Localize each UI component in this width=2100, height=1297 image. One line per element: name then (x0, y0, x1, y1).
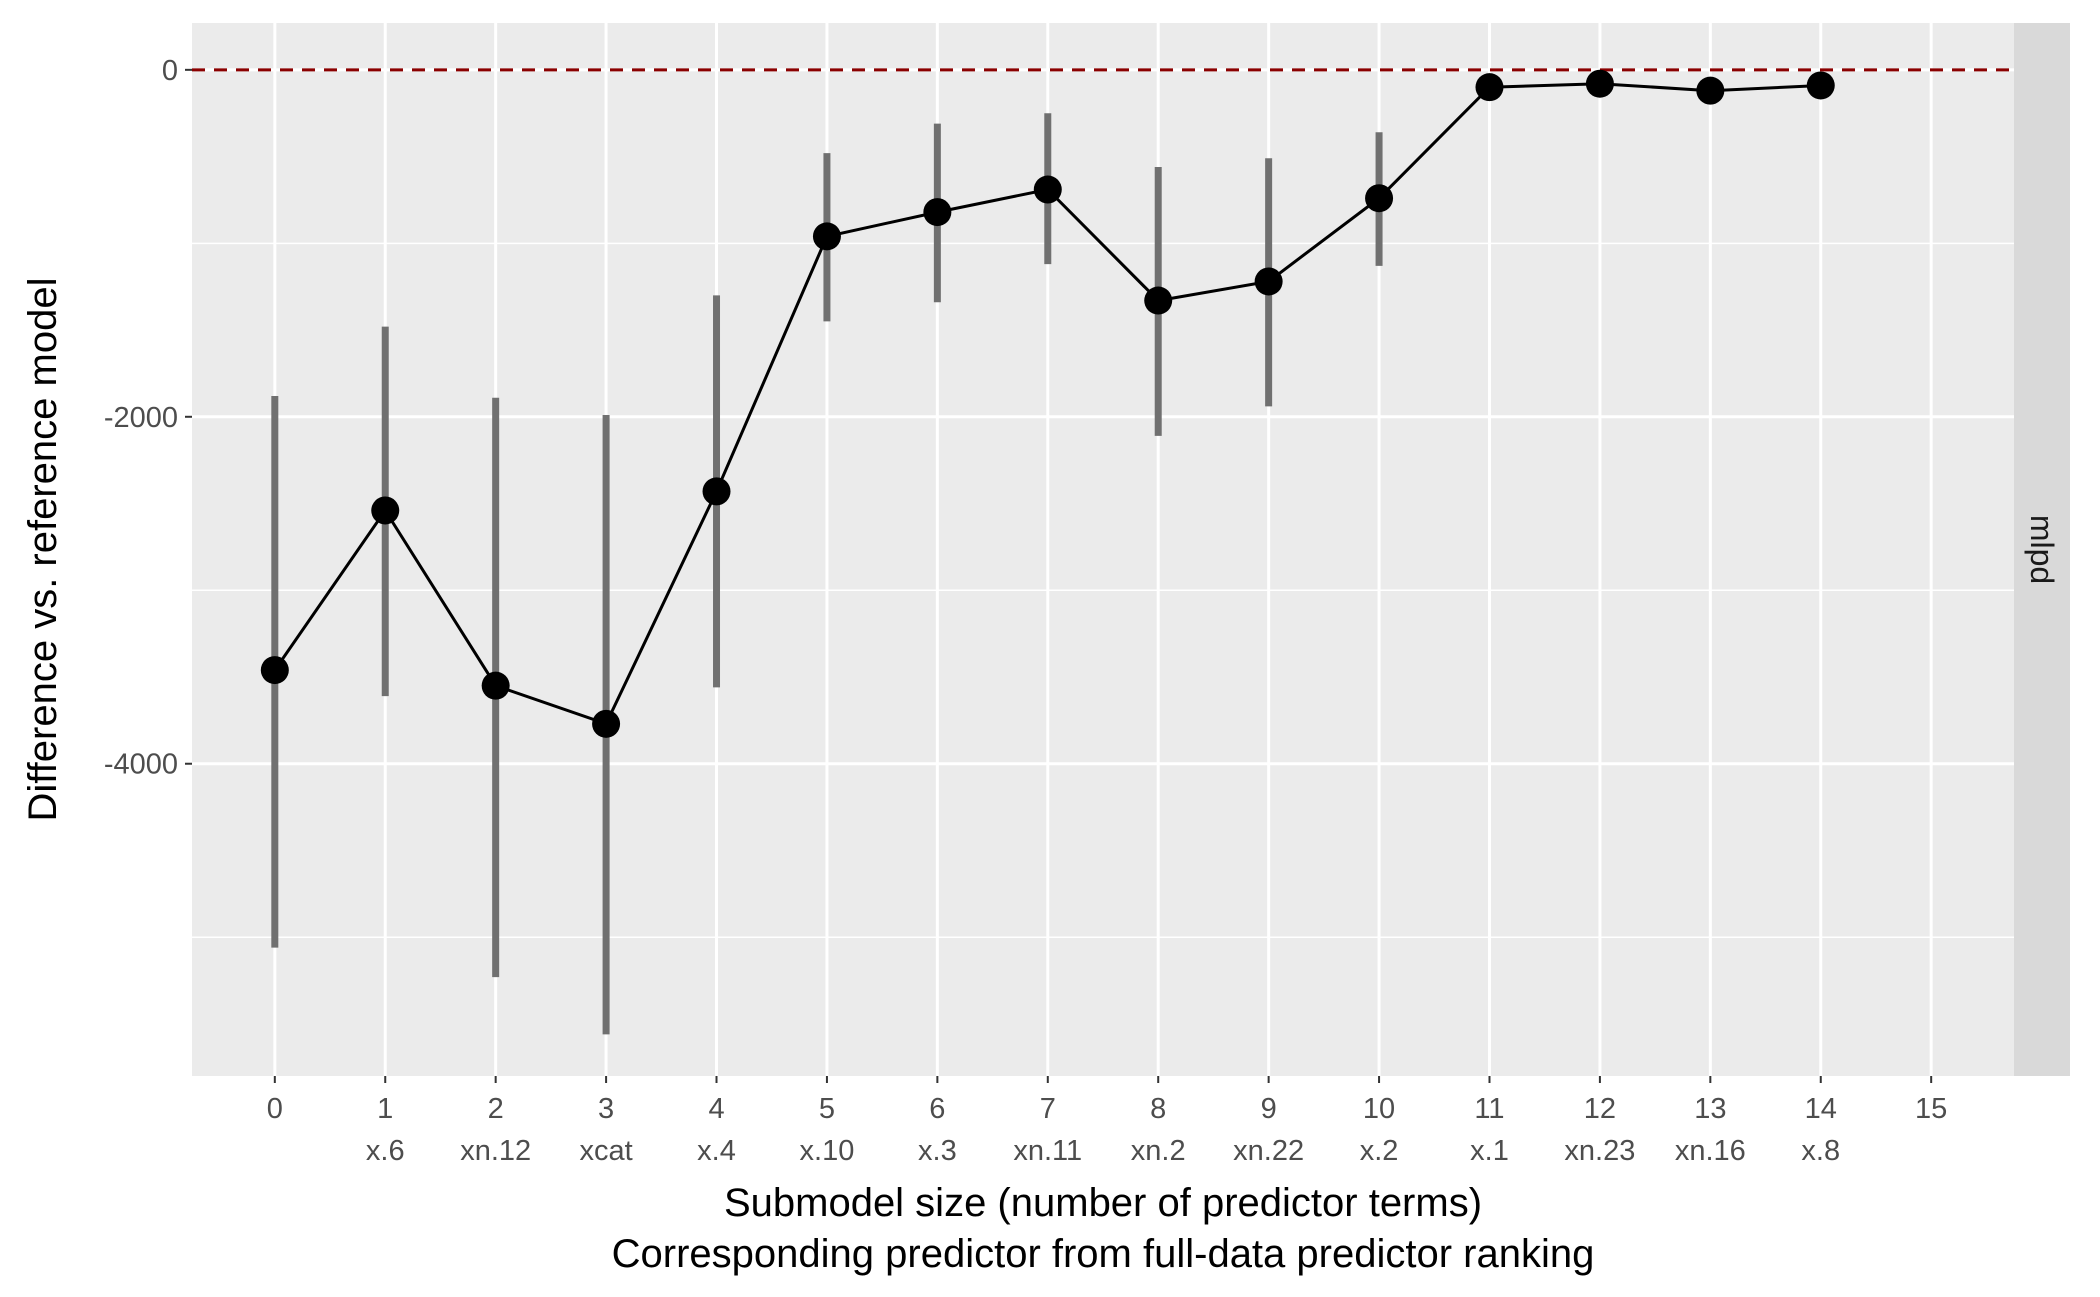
data-point (702, 477, 731, 506)
x-predictor-label: xn.11 (1013, 1135, 1082, 1167)
y-axis-title: Difference vs. reference model (21, 278, 65, 822)
x-tick-label: 1 (377, 1093, 393, 1125)
data-point (371, 496, 400, 525)
x-tick-label: 8 (1150, 1093, 1166, 1125)
data-point (1365, 184, 1394, 213)
x-axis-ticks: 0 1 x.6 2 xn.12 3 xcat 4 x.4 5 x.10 6 x.3 7 xn.11 8 xn.2… (267, 1076, 1947, 1167)
x-tick-label: 10 (1363, 1093, 1395, 1125)
x-axis-title: Submodel size (number of predictor terms… (724, 1181, 1482, 1225)
x-tick-label: 4 (708, 1093, 724, 1125)
data-point (1475, 73, 1504, 102)
x-predictor-label: x.3 (918, 1135, 957, 1167)
x-predictor-label: x.4 (697, 1135, 736, 1167)
data-point (1806, 71, 1835, 100)
facet-strip-label: mlpd (2024, 515, 2060, 584)
x-tick-label: 0 (267, 1093, 283, 1125)
data-point (1254, 267, 1283, 296)
facet-strip (2014, 23, 2070, 1076)
x-tick-label: 15 (1915, 1093, 1947, 1125)
x-predictor-label: xcat (579, 1135, 632, 1167)
x-predictor-label: x.10 (800, 1135, 855, 1167)
x-predictor-label: xn.16 (1675, 1135, 1746, 1167)
x-predictor-label: x.6 (366, 1135, 405, 1167)
y-axis-ticks: 0 -2000 -4000 (104, 55, 192, 781)
x-predictor-label: xn.2 (1131, 1135, 1186, 1167)
x-tick-label: 11 (1474, 1093, 1504, 1125)
data-point (812, 222, 841, 251)
x-predictor-label: x.8 (1801, 1135, 1840, 1167)
x-tick-label: 6 (929, 1093, 945, 1125)
data-point (923, 198, 952, 227)
data-point (1033, 175, 1062, 204)
data-point (1696, 76, 1725, 105)
x-tick-label: 13 (1694, 1093, 1726, 1125)
x-tick-label: 5 (819, 1093, 835, 1125)
data-point (481, 671, 510, 700)
x-tick-label: 2 (488, 1093, 504, 1125)
x-tick-label: 7 (1040, 1093, 1056, 1125)
panel-background (192, 23, 2014, 1076)
x-predictor-label: xn.23 (1564, 1135, 1635, 1167)
x-tick-label: 3 (598, 1093, 614, 1125)
x-tick-label: 9 (1261, 1093, 1277, 1125)
x-tick-label: 12 (1584, 1093, 1616, 1125)
x-predictor-label: xn.12 (460, 1135, 531, 1167)
x-predictor-label: x.1 (1470, 1135, 1509, 1167)
x-predictor-label: x.2 (1360, 1135, 1399, 1167)
x-predictor-label: xn.22 (1233, 1135, 1304, 1167)
data-point (1585, 69, 1614, 98)
data-point (592, 709, 621, 738)
x-axis-subtitle: Corresponding predictor from full-data p… (612, 1232, 1595, 1276)
y-tick-label: -4000 (104, 749, 178, 781)
data-point (1144, 286, 1173, 315)
y-tick-label: -2000 (104, 402, 178, 434)
x-tick-label: 14 (1805, 1093, 1837, 1125)
data-points (260, 69, 1835, 738)
y-tick-label: 0 (162, 55, 178, 87)
data-point (260, 656, 289, 685)
